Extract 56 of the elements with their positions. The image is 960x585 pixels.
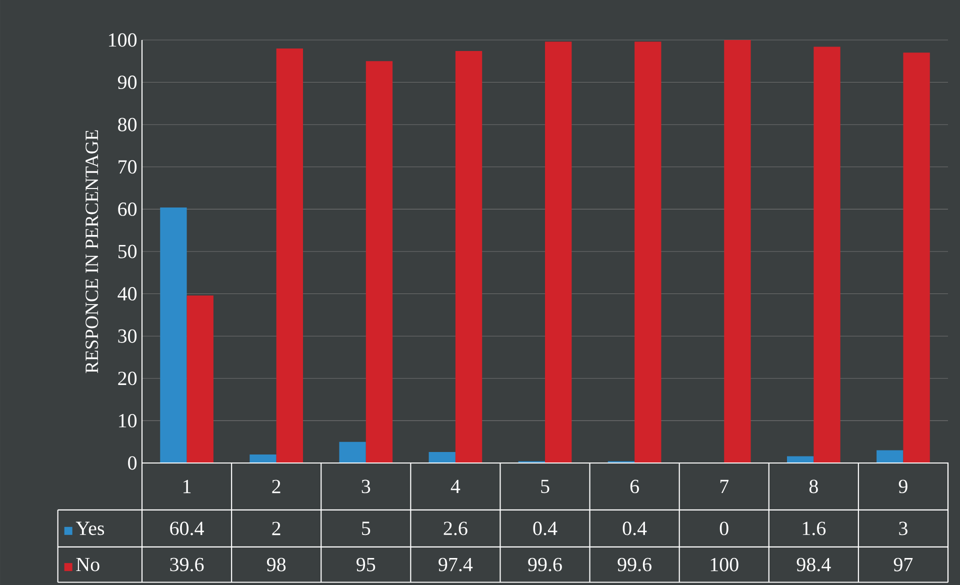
y-tick-label: 80 [118, 118, 137, 132]
x-tick-label: 6 [630, 480, 639, 494]
x-tick-label: 5 [541, 480, 550, 494]
y-tick-label: 60 [118, 202, 137, 216]
x-tick-label: 4 [450, 480, 460, 494]
data-label: 0.4 [622, 522, 647, 536]
data-label: 98.4 [796, 558, 831, 572]
x-tick-label: 8 [809, 480, 818, 494]
bar [366, 61, 393, 463]
y-tick-label: 30 [118, 329, 137, 343]
bar [786, 456, 814, 463]
bar [814, 46, 840, 463]
data-label: 97.4 [438, 558, 473, 572]
x-tick-label: 9 [898, 480, 908, 494]
data-label: 2 [272, 522, 280, 536]
y-tick-label: 90 [118, 76, 137, 90]
data-label: 39.6 [170, 558, 204, 572]
y-tick-label: 20 [118, 372, 137, 386]
y-tick-label: 0 [128, 456, 137, 470]
y-tick-label: 40 [118, 287, 137, 301]
data-label: 3 [899, 522, 908, 536]
bar [339, 442, 366, 463]
y-tick-label: 70 [118, 160, 137, 174]
bar [634, 42, 662, 463]
data-label: 97 [894, 558, 913, 572]
x-tick-label: 2 [272, 480, 280, 494]
data-label: 99.6 [528, 558, 562, 572]
y-tick-label: 50 [118, 244, 137, 258]
legend-label: No [76, 558, 100, 572]
y-tick-label: 100 [109, 33, 137, 47]
data-label: 95 [356, 558, 376, 572]
data-label: 60.4 [170, 522, 204, 536]
bar [455, 50, 482, 463]
bar [276, 48, 304, 463]
data-label: 1.6 [802, 522, 826, 536]
data-label: 2.6 [444, 522, 468, 536]
bar [545, 42, 572, 463]
data-label: 5 [362, 522, 370, 536]
data-label: 99.6 [618, 558, 652, 572]
data-label: 100 [710, 558, 738, 572]
bar [250, 454, 276, 463]
data-label: 0 [720, 522, 728, 536]
bar [160, 208, 187, 463]
x-tick-label: 3 [362, 480, 370, 494]
y-axis-title: RESPONCE IN PERCENTAGE [86, 130, 98, 374]
bar [428, 452, 456, 463]
bar [903, 52, 930, 463]
bar [876, 450, 904, 463]
bar [724, 40, 751, 463]
data-label: 98 [266, 558, 286, 572]
y-tick-label: 10 [119, 414, 137, 428]
legend-label: Yes [76, 522, 104, 536]
bar [186, 295, 214, 463]
x-tick-label: 1 [184, 480, 191, 494]
x-tick-label: 7 [720, 480, 729, 494]
data-label: 0.4 [533, 522, 558, 536]
